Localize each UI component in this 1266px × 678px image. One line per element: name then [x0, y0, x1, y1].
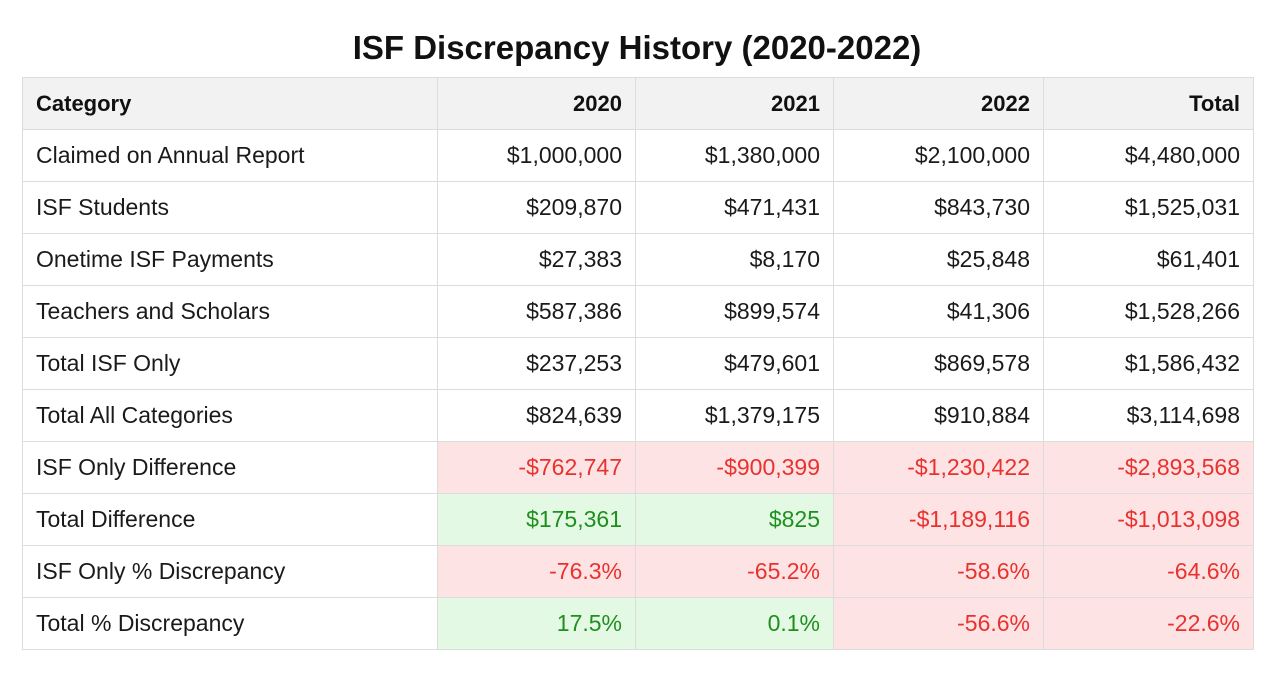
- value-cell-total: $4,480,000: [1043, 129, 1254, 182]
- column-header-category: Category: [22, 77, 438, 130]
- row-category-cell: Total Difference: [22, 493, 438, 546]
- value-cell-2021: $825: [635, 493, 834, 546]
- column-header-total: Total: [1043, 77, 1254, 130]
- value-cell-2020: $175,361: [437, 493, 636, 546]
- value-cell-2020: $237,253: [437, 337, 636, 390]
- value-cell-2022: $25,848: [833, 233, 1044, 286]
- page-title: ISF Discrepancy History (2020-2022): [352, 29, 922, 67]
- value-cell-2022: -58.6%: [833, 545, 1044, 598]
- value-cell-2022: -$1,230,422: [833, 441, 1044, 494]
- table-row: Total % Discrepancy 17.5% 0.1% -56.6% -22.6%: [22, 597, 1254, 650]
- table-row: ISF Only % Discrepancy -76.3% -65.2% -58.6%…: [22, 545, 1254, 598]
- value-cell-2021: $899,574: [635, 285, 834, 338]
- table-row: ISF Students $209,870 $471,431 $843,730 $1,5…: [22, 181, 1254, 234]
- value-cell-2020: $1,000,000: [437, 129, 636, 182]
- table-row: Teachers and Scholars $587,386 $899,574 $41…: [22, 285, 1254, 338]
- value-cell-2020: 17.5%: [437, 597, 636, 650]
- value-cell-2021: $1,379,175: [635, 389, 834, 442]
- value-cell-total: $1,528,266: [1043, 285, 1254, 338]
- value-cell-total: $3,114,698: [1043, 389, 1254, 442]
- table-row: Claimed on Annual Report $1,000,000 $1,380…: [22, 129, 1254, 182]
- row-category-cell: ISF Students: [22, 181, 438, 234]
- value-cell-2021: $1,380,000: [635, 129, 834, 182]
- value-cell-2021: $471,431: [635, 181, 834, 234]
- value-cell-total: -$2,893,568: [1043, 441, 1254, 494]
- value-cell-2020: $587,386: [437, 285, 636, 338]
- value-cell-2022: $910,884: [833, 389, 1044, 442]
- value-cell-total: -$1,013,098: [1043, 493, 1254, 546]
- value-cell-2020: $209,870: [437, 181, 636, 234]
- row-category-cell: Total ISF Only: [22, 337, 438, 390]
- table-row: Onetime ISF Payments $27,383 $8,170 $25,848…: [22, 233, 1254, 286]
- table-body: Claimed on Annual Report $1,000,000 $1,380…: [22, 129, 1254, 650]
- value-cell-2020: -$762,747: [437, 441, 636, 494]
- value-cell-2022: $843,730: [833, 181, 1044, 234]
- value-cell-total: -64.6%: [1043, 545, 1254, 598]
- value-cell-2022: $869,578: [833, 337, 1044, 390]
- header-row: Category 2020 2021 2022 Total: [22, 77, 1254, 130]
- table-header: Category 2020 2021 2022 Total: [22, 77, 1254, 130]
- value-cell-2022: -$1,189,116: [833, 493, 1044, 546]
- column-header-2020: 2020: [437, 77, 636, 130]
- value-cell-2021: -$900,399: [635, 441, 834, 494]
- value-cell-2020: $27,383: [437, 233, 636, 286]
- value-cell-2022: $41,306: [833, 285, 1044, 338]
- row-category-cell: Total % Discrepancy: [22, 597, 438, 650]
- value-cell-total: -22.6%: [1043, 597, 1254, 650]
- value-cell-2022: $2,100,000: [833, 129, 1044, 182]
- value-cell-2022: -56.6%: [833, 597, 1044, 650]
- value-cell-2021: $479,601: [635, 337, 834, 390]
- table-row: ISF Only Difference -$762,747 -$900,399 -$1…: [22, 441, 1254, 494]
- value-cell-2021: -65.2%: [635, 545, 834, 598]
- value-cell-2020: $824,639: [437, 389, 636, 442]
- value-cell-total: $1,525,031: [1043, 181, 1254, 234]
- column-header-2021: 2021: [635, 77, 834, 130]
- row-category-cell: Teachers and Scholars: [22, 285, 438, 338]
- value-cell-total: $1,586,432: [1043, 337, 1254, 390]
- value-cell-total: $61,401: [1043, 233, 1254, 286]
- table-row: Total All Categories $824,639 $1,379,175 $9…: [22, 389, 1254, 442]
- column-header-2022: 2022: [833, 77, 1044, 130]
- row-category-cell: Total All Categories: [22, 389, 438, 442]
- table-row: Total ISF Only $237,253 $479,601 $869,578 $1…: [22, 337, 1254, 390]
- row-category-cell: Claimed on Annual Report: [22, 129, 438, 182]
- value-cell-2021: 0.1%: [635, 597, 834, 650]
- row-category-cell: ISF Only % Discrepancy: [22, 545, 438, 598]
- discrepancy-table: Category 2020 2021 2022 Total Claimed on…: [22, 77, 1254, 650]
- row-category-cell: Onetime ISF Payments: [22, 233, 438, 286]
- row-category-cell: ISF Only Difference: [22, 441, 438, 494]
- value-cell-2021: $8,170: [635, 233, 834, 286]
- table-row: Total Difference $175,361 $825 -$1,189,116-…: [22, 493, 1254, 546]
- value-cell-2020: -76.3%: [437, 545, 636, 598]
